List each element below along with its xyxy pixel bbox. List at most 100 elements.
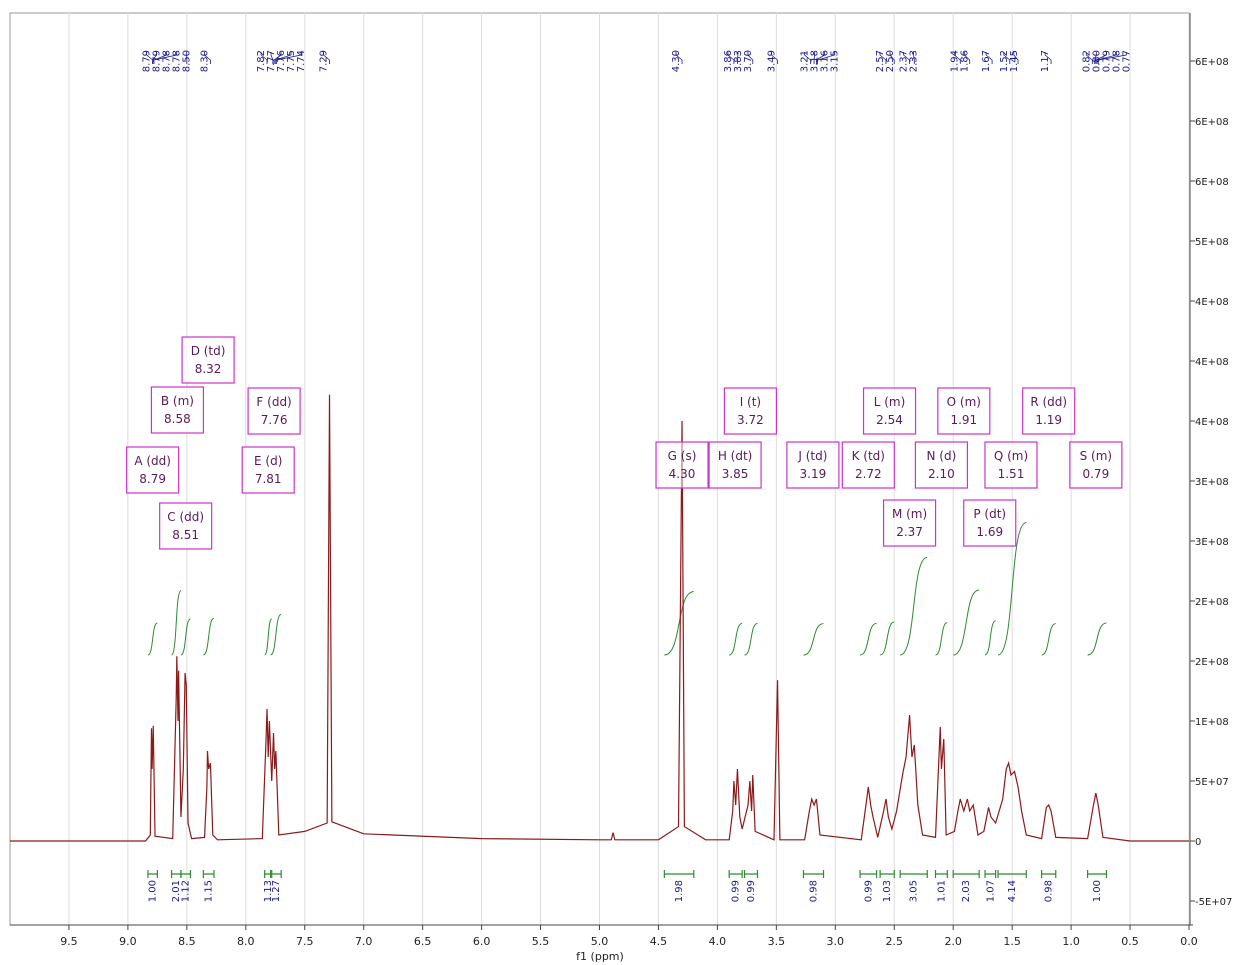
peak-leader bbox=[727, 52, 735, 64]
peak-label: 8.78 bbox=[172, 50, 183, 72]
integral-curve bbox=[1087, 622, 1107, 656]
peak-label: 2.37 bbox=[899, 50, 910, 72]
integral-label: 0.99 bbox=[731, 880, 742, 902]
integral-bracket bbox=[728, 870, 743, 878]
x-tick-label: 6.5 bbox=[414, 935, 432, 948]
multiplet-shift: 2.37 bbox=[896, 525, 923, 539]
peak-label: 7.77 bbox=[266, 50, 277, 72]
peak-label: 2.57 bbox=[875, 50, 886, 72]
peak-label: 8.78 bbox=[162, 50, 173, 72]
multiplet-box bbox=[914, 441, 969, 489]
peak-leader bbox=[1044, 52, 1052, 64]
y-tick-label: 2E+08 bbox=[1195, 657, 1229, 668]
peak-leader bbox=[323, 52, 330, 64]
multiplet-box bbox=[241, 446, 295, 494]
peak-leader bbox=[204, 52, 211, 64]
multiplet-shift: 2.72 bbox=[855, 467, 882, 481]
peak-label: 0.78 bbox=[1111, 50, 1122, 72]
y-tick-label: 6E+08 bbox=[1195, 177, 1229, 188]
integral-bracket bbox=[879, 870, 895, 878]
peak-leader bbox=[1094, 52, 1097, 64]
multiplet-name: K (td) bbox=[852, 449, 885, 463]
peak-label: 7.76 bbox=[276, 50, 287, 72]
multiplet-box bbox=[984, 441, 1038, 489]
integral-curve bbox=[879, 621, 895, 656]
x-tick-label: 6.0 bbox=[473, 935, 491, 948]
integral-curve bbox=[202, 617, 215, 656]
x-tick-label: 4.0 bbox=[709, 935, 727, 948]
integral-label: 1.07 bbox=[985, 880, 996, 902]
multiplet-box bbox=[159, 502, 213, 550]
x-tick-label: 2.5 bbox=[886, 935, 904, 948]
x-tick-label: 0.0 bbox=[1180, 935, 1198, 948]
integral-curve bbox=[935, 622, 948, 656]
peak-label: 0.82 bbox=[1081, 50, 1092, 72]
multiplet-box bbox=[1069, 441, 1123, 489]
y-tick-label: -5E+07 bbox=[1195, 897, 1232, 908]
x-tick-label: 4.5 bbox=[650, 935, 668, 948]
peak-label: 0.77 bbox=[1121, 50, 1132, 72]
peak-leader bbox=[889, 52, 895, 64]
x-axis-label: f1 (ppm) bbox=[576, 950, 624, 963]
multiplet-shift: 8.58 bbox=[164, 412, 191, 426]
x-tick-label: 5.5 bbox=[532, 935, 550, 948]
peak-leader bbox=[273, 52, 282, 64]
integral-label: 1.01 bbox=[936, 880, 947, 902]
y-tick-label: 1E+08 bbox=[1195, 717, 1229, 728]
integral-bracket bbox=[859, 870, 878, 878]
peak-label: 1.94 bbox=[949, 50, 960, 72]
integral-label: 1.13 bbox=[263, 880, 274, 902]
multiplet-name: O (m) bbox=[947, 395, 981, 409]
peak-leader bbox=[804, 52, 811, 64]
x-tick-label: 9.0 bbox=[119, 935, 137, 948]
x-tick-label: 7.0 bbox=[355, 935, 373, 948]
y-tick-label: 5E+07 bbox=[1195, 777, 1229, 788]
multiplet-name: H (dt) bbox=[718, 449, 753, 463]
multiplet-shift: 8.51 bbox=[172, 528, 199, 542]
integral-curve bbox=[997, 522, 1027, 656]
peak-label: 8.79 bbox=[142, 50, 153, 72]
multiplet-name: S (m) bbox=[1080, 449, 1112, 463]
integral-label: 0.99 bbox=[863, 880, 874, 902]
peak-leader bbox=[903, 52, 910, 64]
integral-label: 1.03 bbox=[882, 880, 893, 902]
peak-leader bbox=[1097, 52, 1127, 64]
integral-bracket bbox=[984, 870, 997, 878]
peak-leader bbox=[985, 52, 993, 64]
y-tick-label: 6E+08 bbox=[1195, 57, 1229, 68]
y-tick-label: 4E+08 bbox=[1195, 417, 1229, 428]
integral-curve bbox=[180, 618, 191, 656]
integral-bracket bbox=[899, 870, 928, 878]
integral-label: 1.00 bbox=[1092, 880, 1103, 902]
multiplet-shift: 2.10 bbox=[928, 467, 955, 481]
multiplet-name: N (d) bbox=[927, 449, 957, 463]
integral-curve bbox=[953, 589, 980, 656]
peak-label: 1.86 bbox=[959, 50, 970, 72]
peak-leader bbox=[963, 52, 971, 64]
peak-label: 1.17 bbox=[1040, 50, 1051, 72]
multiplet-name: L (m) bbox=[874, 395, 906, 409]
multiplet-shift: 1.69 bbox=[976, 525, 1003, 539]
multiplet-name: A (dd) bbox=[134, 454, 171, 468]
peak-label: 3.16 bbox=[820, 50, 831, 72]
x-tick-label: 3.5 bbox=[768, 935, 786, 948]
peak-leader bbox=[913, 52, 915, 64]
integral-curve bbox=[270, 613, 282, 656]
multiplet-shift: 8.32 bbox=[195, 362, 222, 376]
x-tick-label: 9.5 bbox=[60, 935, 78, 948]
integral-label: 1.98 bbox=[674, 880, 685, 902]
peak-leader bbox=[1095, 52, 1107, 64]
integral-bracket bbox=[663, 870, 695, 878]
integral-bracket bbox=[202, 870, 215, 878]
multiplet-name: I (t) bbox=[740, 395, 761, 409]
peak-label: 3.83 bbox=[733, 50, 744, 72]
integral-label: 0.98 bbox=[1044, 880, 1055, 902]
multiplet-shift: 3.72 bbox=[737, 413, 764, 427]
multiplet-box bbox=[841, 441, 895, 489]
integral-curve bbox=[1041, 623, 1056, 656]
multiplet-box bbox=[937, 387, 991, 435]
peak-label: 3.70 bbox=[743, 50, 754, 72]
peak-leader bbox=[879, 52, 887, 64]
integral-bracket bbox=[180, 870, 191, 878]
